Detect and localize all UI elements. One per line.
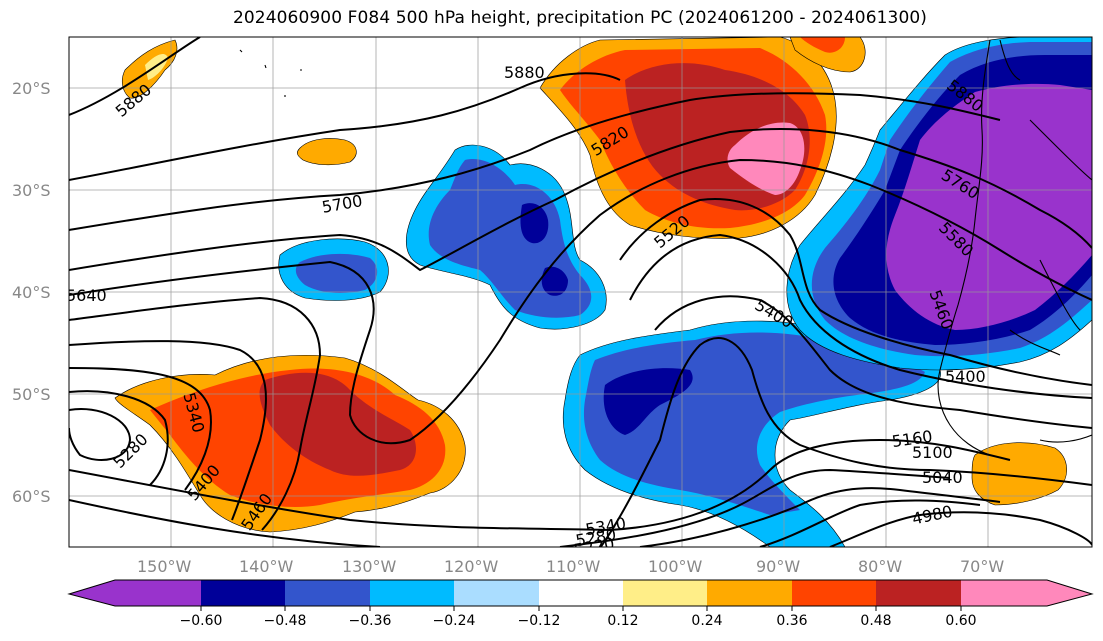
colorbar-tick: −0.12 xyxy=(518,613,561,629)
anomaly-purple-min xyxy=(886,83,1092,330)
lon-label: 110°W xyxy=(546,557,601,576)
colorbar-swatch xyxy=(707,580,792,606)
colorbar-swatch xyxy=(539,580,623,606)
contour-label: 5880 xyxy=(504,63,545,82)
contour-label: 5280 xyxy=(574,524,617,550)
lat-axis: 20°S 30°S 40°S 50°S 60°S xyxy=(12,79,51,506)
gridlines xyxy=(69,37,1092,547)
lat-label: 20°S xyxy=(12,79,51,98)
colorbar-tick: −0.48 xyxy=(264,613,307,629)
colorbar-tick: −0.24 xyxy=(433,613,476,629)
colorbar-tick: 0.48 xyxy=(860,613,891,629)
lon-axis: 150°W 140°W 130°W 120°W 110°W 100°W 90°W… xyxy=(137,557,1004,576)
colorbar-tick: 0.24 xyxy=(691,613,722,629)
map-frame xyxy=(68,36,1093,548)
lon-label: 150°W xyxy=(137,557,192,576)
colorbar-tick: 0.12 xyxy=(607,613,638,629)
precip-shading xyxy=(114,37,1092,547)
colorbar-swatch xyxy=(623,580,707,606)
colorbar-tick: −0.36 xyxy=(349,613,392,629)
lat-label: 60°S xyxy=(12,487,51,506)
colorbar-swatch xyxy=(454,580,539,606)
colorbar: −0.60 −0.48 −0.36 −0.24 −0.12 0.12 0.24 … xyxy=(67,579,1094,629)
height-contours xyxy=(69,37,1092,547)
colorbar-swatch xyxy=(69,580,115,606)
coastline xyxy=(239,39,1092,456)
contour-label: 5400 xyxy=(945,367,986,386)
chart-title: 2024060900 F084 500 hPa height, precipit… xyxy=(232,8,928,28)
contour-label: 5040 xyxy=(922,468,963,487)
colorbar-swatch xyxy=(792,580,876,606)
colorbar-tick: 0.60 xyxy=(945,613,976,629)
anomaly-darkred-sw xyxy=(259,372,416,476)
map-area: 5880 5880 5820 5700 5520 5880 5760 5580 … xyxy=(66,37,1092,550)
lon-label: 130°W xyxy=(342,557,397,576)
lat-label: 30°S xyxy=(12,181,51,200)
colorbar-swatch xyxy=(961,580,1047,606)
lon-label: 80°W xyxy=(858,557,902,576)
lon-label: 70°W xyxy=(960,557,1004,576)
colorbar-swatch xyxy=(285,580,370,606)
lon-label: 90°W xyxy=(756,557,800,576)
anomaly-pink-max xyxy=(727,122,805,195)
contour-label: 5640 xyxy=(66,286,107,305)
colorbar-swatch xyxy=(370,580,454,606)
colorbar-swatch xyxy=(115,580,201,606)
lon-label: 120°W xyxy=(444,557,499,576)
lat-label: 40°S xyxy=(12,283,51,302)
colorbar-swatch xyxy=(1047,580,1092,606)
colorbar-swatch xyxy=(876,580,961,606)
colorbar-swatch xyxy=(201,580,285,606)
colorbar-tick: −0.60 xyxy=(180,613,223,629)
colorbar-tick: 0.36 xyxy=(776,613,807,629)
anomaly-positive-se xyxy=(971,442,1067,506)
contour-label: 5100 xyxy=(912,443,953,462)
lat-label: 50°S xyxy=(12,385,51,404)
lon-label: 100°W xyxy=(648,557,703,576)
lon-label: 140°W xyxy=(239,557,294,576)
colorbar-outline xyxy=(67,579,1094,607)
anomaly-small-blob xyxy=(297,138,357,166)
